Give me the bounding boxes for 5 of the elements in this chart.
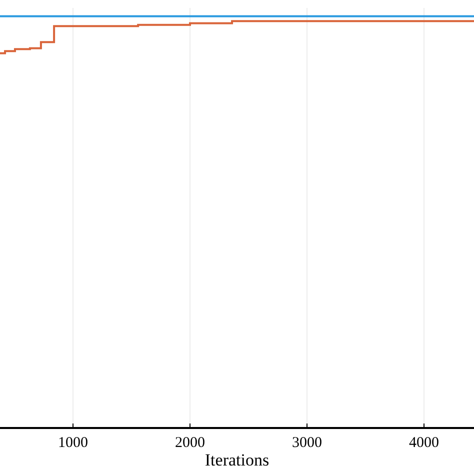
- x-tick-label: 3000: [292, 434, 322, 451]
- x-tick-label: 2000: [175, 434, 206, 451]
- x-tick-label: 4000: [409, 434, 440, 451]
- x-axis-title: Iterations: [204, 450, 270, 470]
- x-tick-label: 1000: [58, 434, 88, 451]
